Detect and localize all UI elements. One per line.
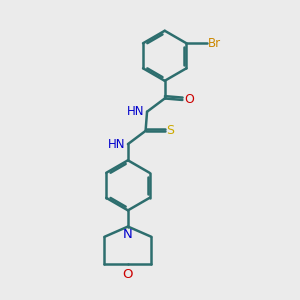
Text: HN: HN: [108, 138, 126, 151]
Text: N: N: [123, 228, 133, 241]
Text: HN: HN: [127, 105, 145, 118]
Text: O: O: [123, 268, 133, 281]
Text: S: S: [167, 124, 175, 137]
Text: Br: Br: [208, 37, 221, 50]
Text: O: O: [184, 93, 194, 106]
